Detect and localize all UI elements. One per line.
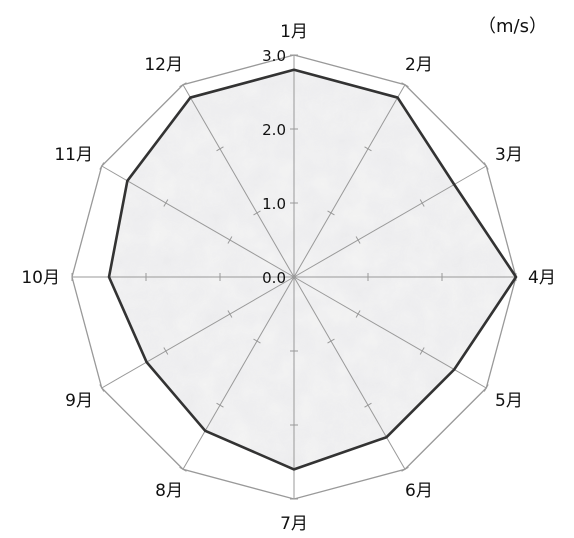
category-label: 8月 [155,481,183,501]
category-label: 10月 [21,268,60,288]
axis-tick-mark [216,402,224,408]
tick-label: 3.0 [262,47,286,65]
axis-tick-mark [364,146,372,152]
axis-tick-mark [163,199,169,207]
tick-label: 0.0 [262,269,286,287]
axis-tick-mark [99,384,105,392]
axis-tick-mark [419,347,425,355]
axis-tick-mark [327,338,335,344]
radial-tick-labels: 0.0 1.0 2.0 3.0 [262,47,286,287]
axis-spoke [101,165,295,278]
unit-label: （m/s） [478,16,547,37]
category-label: 9月 [65,391,93,411]
category-label: 6月 [405,481,433,501]
axis-spoke [182,276,295,470]
category-label: 3月 [495,145,523,165]
category-label: 4月 [528,268,556,288]
axis-tick-mark [179,466,187,472]
series-line [107,68,518,471]
axis-spoke [293,84,406,278]
axis-tick-mark [327,210,335,216]
axis-tick-mark [483,384,489,392]
axis-tick-mark [99,162,105,170]
category-label: 12月 [144,55,183,75]
axis-tick-mark [216,146,224,152]
category-label: 7月 [280,514,308,534]
axis-tick-mark [364,402,372,408]
axis-tick-mark [163,347,169,355]
axis-tick-mark [401,82,409,88]
radar-axes [71,54,517,500]
axis-tick-mark [227,310,233,318]
axis-tick-mark [227,236,233,244]
axis-tick-mark [355,310,361,318]
axis-tick-mark [483,162,489,170]
series-outline [107,68,518,471]
axis-tick-mark [253,338,261,344]
tick-label: 2.0 [262,121,286,139]
axis-spoke [101,276,295,389]
axis-tick-mark [401,466,409,472]
category-label: 1月 [280,22,308,42]
axis-tick-mark [179,82,187,88]
category-labels: 1月 2月 3月 4月 5月 6月 7月 8月 9月 10月 11月 12月 [21,22,555,534]
tick-label: 1.0 [262,195,286,213]
axis-tick-mark [355,236,361,244]
axis-tick-mark [253,210,261,216]
category-label: 2月 [405,55,433,75]
axis-spoke [182,84,295,278]
axis-tick-mark [419,199,425,207]
category-label: 5月 [495,391,523,411]
category-label: 11月 [54,145,93,165]
